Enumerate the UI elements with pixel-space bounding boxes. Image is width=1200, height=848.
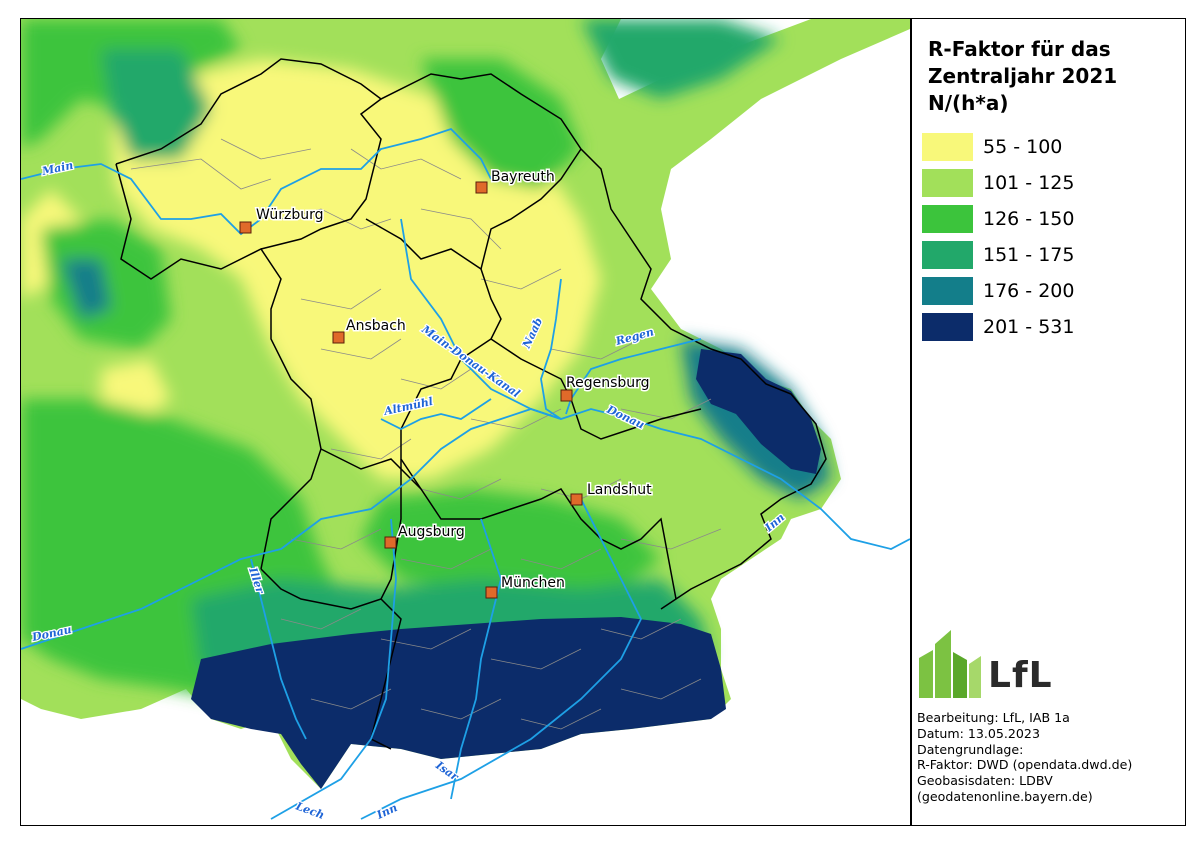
- legend-label: 55 - 100: [983, 136, 1063, 158]
- city-label-ansbach: Ansbach: [346, 318, 406, 334]
- credit-line: R-Faktor: DWD (opendata.dwd.de): [917, 757, 1133, 773]
- admin-borders: [115, 58, 827, 750]
- rfactor-map[interactable]: Bayreuth Würzburg Ansbach Regensburg Lan…: [21, 19, 910, 825]
- city-label-wuerzburg: Würzburg: [256, 207, 323, 223]
- legend-swatch: [922, 313, 973, 341]
- rivers: [21, 127, 910, 820]
- credit-line: (geodatenonline.bayern.de): [917, 788, 1093, 804]
- river-lech: [270, 518, 397, 820]
- legend-label: 101 - 125: [983, 172, 1075, 194]
- legend-item: 126 - 150: [922, 201, 1178, 237]
- river-donau: [21, 408, 910, 650]
- legend-item: 201 - 531: [922, 309, 1178, 345]
- raster-teal-nw: [101, 49, 211, 159]
- city-labels: Bayreuth Würzburg Ansbach Regensburg Lan…: [255, 168, 654, 593]
- city-label-landshut: Landshut: [587, 482, 652, 498]
- logo-text: LfL: [988, 655, 1053, 696]
- legend-item: 101 - 125: [922, 165, 1178, 201]
- city-marker-ansbach: [332, 331, 345, 344]
- credit-line: Geobasisdaten: LDBV: [917, 773, 1053, 789]
- credit-line: Bearbeitung: LfL, IAB 1a: [917, 710, 1070, 725]
- river-iller: [250, 558, 307, 740]
- river-isar: [450, 518, 502, 800]
- legend-item: 151 - 175: [922, 237, 1178, 273]
- legend-item: 55 - 100: [922, 129, 1178, 165]
- raster-navy-alps: [191, 617, 726, 789]
- city-label-bayreuth: Bayreuth: [491, 169, 555, 185]
- legend-item: 176 - 200: [922, 273, 1178, 309]
- raster-navy-east: [696, 349, 821, 474]
- river-naab: [540, 278, 562, 420]
- legend-label: 151 - 175: [983, 244, 1075, 266]
- district-lines: [130, 138, 722, 730]
- city-label-muenchen: München: [501, 575, 565, 591]
- map-panel[interactable]: Bayreuth Würzburg Ansbach Regensburg Lan…: [21, 19, 910, 825]
- legend-title: R-Faktor für das Zentraljahr 2021 N/(h*a…: [928, 37, 1118, 115]
- city-marker-bayreuth: [475, 181, 488, 194]
- city-marker-landshut: [570, 493, 583, 506]
- river-main: [21, 127, 492, 236]
- city-label-regensburg: Regensburg: [566, 375, 650, 391]
- river-inn: [360, 498, 643, 820]
- city-markers[interactable]: [239, 181, 583, 599]
- legend-label: 201 - 531: [983, 316, 1075, 338]
- legend-swatch: [922, 133, 973, 161]
- city-marker-muenchen: [485, 586, 498, 599]
- raster-teal-w: [61, 259, 111, 319]
- city-marker-augsburg: [384, 536, 397, 549]
- river-altmuehl: [380, 398, 492, 431]
- raster-teal-ne: [581, 19, 781, 99]
- city-label-augsburg: Augsburg: [398, 524, 465, 540]
- legend-label: 126 - 150: [983, 208, 1075, 230]
- city-marker-wuerzburg: [239, 221, 252, 234]
- rfactor-raster: [21, 19, 910, 789]
- credit-line: Datum: 13.05.2023: [917, 725, 1040, 741]
- legend-swatch: [922, 241, 973, 269]
- legend-swatch: [922, 277, 973, 305]
- panel-divider: [910, 18, 912, 826]
- legend-swatch: [922, 169, 973, 197]
- city-marker-regensburg: [560, 389, 573, 402]
- legend-swatch: [922, 205, 973, 233]
- legend: R-Faktor für das Zentraljahr 2021 N/(h*a…: [918, 36, 1178, 345]
- lfl-logo-icon: [919, 630, 981, 698]
- raster-green-center: [361, 489, 661, 599]
- legend-label: 176 - 200: [983, 280, 1075, 302]
- credits: Bearbeitung: LfL, IAB 1a Datum: 13.05.20…: [917, 710, 1132, 805]
- raster-green-ne: [421, 59, 581, 189]
- credit-line: Datengrundlage:: [917, 741, 1024, 757]
